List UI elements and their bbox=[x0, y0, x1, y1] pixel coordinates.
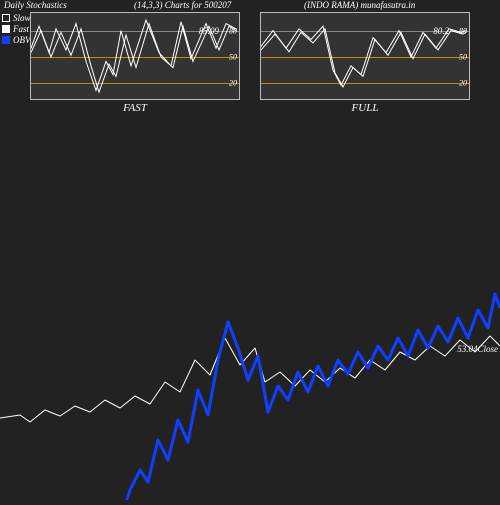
mini-panel-label: FULL bbox=[260, 102, 470, 114]
mini-panel: 80502080.2 FULL bbox=[260, 12, 470, 114]
legend-swatch bbox=[2, 36, 10, 44]
chart-header: Daily Stochastics (14,3,3) Charts for 50… bbox=[0, 0, 500, 12]
legend-label: OBV bbox=[13, 35, 31, 45]
mini-panel-label: FAST bbox=[30, 102, 240, 114]
close-value: 53.04 bbox=[457, 344, 477, 354]
close-value-label: 53.04Close bbox=[457, 344, 498, 354]
mini-chart: 80502080.2 bbox=[260, 12, 470, 100]
mini-chart: 80502085.09 bbox=[30, 12, 240, 100]
legend-swatch bbox=[2, 25, 10, 33]
main-chart: 53.04Close bbox=[0, 160, 500, 500]
title-mid: (14,3,3) Charts for 500207 bbox=[134, 0, 304, 12]
title-right: (INDO RAMA) munafasutra.in bbox=[304, 0, 415, 12]
legend-swatch bbox=[2, 14, 10, 22]
mini-panels: 80502085.09 FAST 80502080.2 FULL bbox=[30, 12, 470, 114]
mini-value-label: 85.09 bbox=[199, 26, 219, 36]
close-text: Close bbox=[477, 344, 498, 354]
mini-value-label: 80.2 bbox=[433, 26, 449, 36]
mini-panel: 80502085.09 FAST bbox=[30, 12, 240, 114]
title-left: Daily Stochastics bbox=[4, 0, 134, 12]
